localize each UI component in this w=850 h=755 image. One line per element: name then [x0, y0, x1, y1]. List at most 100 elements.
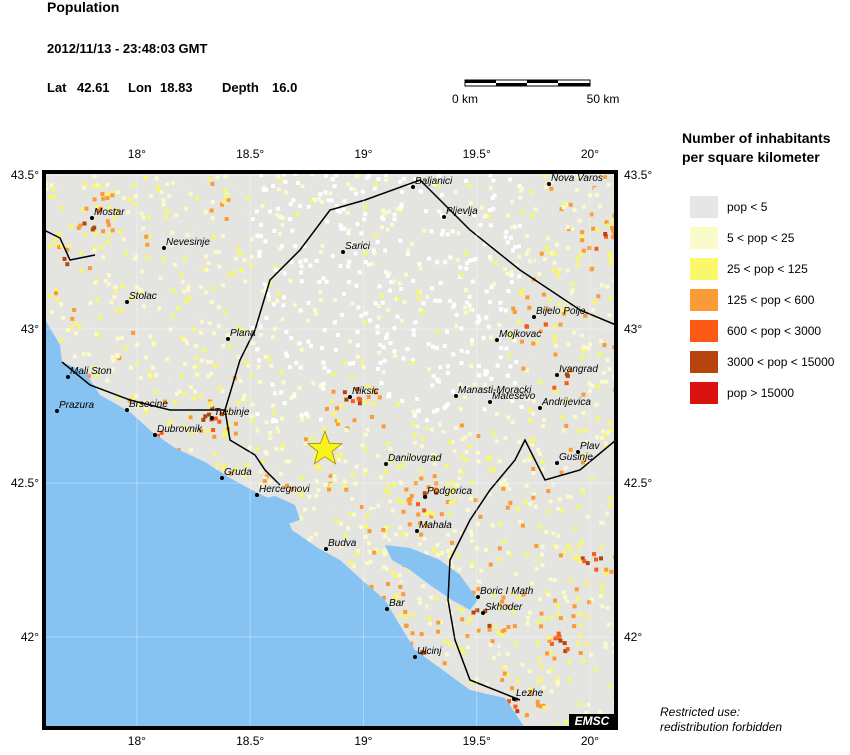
population-cell — [101, 196, 106, 201]
population-cell — [530, 214, 535, 219]
population-cell — [568, 447, 573, 452]
population-cell — [365, 175, 370, 180]
population-cell — [341, 207, 346, 212]
population-cell — [525, 295, 530, 300]
population-cell — [419, 176, 423, 180]
population-cell — [238, 378, 243, 383]
population-cell — [546, 509, 551, 514]
population-cell — [491, 430, 496, 435]
population-cell — [321, 360, 326, 365]
population-cell — [359, 313, 364, 318]
population-cell — [311, 506, 316, 511]
population-cell — [106, 192, 111, 197]
city-dot — [55, 409, 59, 413]
population-cell — [579, 307, 584, 312]
population-cell — [281, 380, 286, 385]
population-cell — [113, 288, 118, 293]
city-label: Dubrovnik — [157, 424, 203, 435]
population-cell — [529, 691, 534, 696]
population-cell — [105, 196, 110, 200]
population-cell — [592, 299, 597, 304]
population-cell — [536, 620, 541, 625]
population-cell — [424, 604, 429, 609]
population-cell — [304, 437, 308, 442]
population-cell — [159, 179, 164, 183]
population-cell — [476, 450, 480, 455]
population-cell — [409, 493, 414, 498]
population-cell — [417, 542, 422, 547]
population-cell — [556, 533, 561, 538]
population-cell — [373, 301, 378, 306]
population-cell — [558, 553, 563, 558]
population-cell — [517, 254, 522, 259]
population-cell — [559, 508, 564, 513]
population-cell — [421, 426, 426, 431]
population-cell — [225, 433, 230, 438]
population-cell — [526, 603, 531, 608]
scale-end: 50 km — [587, 92, 620, 106]
population-cell — [557, 269, 562, 274]
population-cell — [537, 272, 542, 277]
population-cell — [448, 501, 453, 505]
population-cell — [314, 258, 319, 263]
population-cell — [550, 667, 554, 672]
population-cell — [580, 356, 585, 360]
population-cell — [289, 260, 294, 265]
population-cell — [72, 308, 77, 312]
population-cell — [489, 376, 494, 381]
population-cell — [216, 305, 221, 309]
population-cell — [108, 242, 113, 247]
population-cell — [439, 423, 444, 428]
population-cell — [540, 563, 545, 568]
population-cell — [183, 425, 188, 430]
population-cell — [182, 391, 187, 396]
population-cell — [508, 500, 513, 505]
population-cell — [471, 590, 476, 595]
population-cell — [512, 224, 517, 229]
population-cell — [563, 326, 568, 330]
population-cell — [179, 389, 184, 394]
population-cell — [259, 234, 263, 239]
population-cell — [488, 642, 493, 647]
population-cell — [454, 313, 459, 317]
population-cell — [293, 244, 298, 249]
population-cell — [531, 354, 536, 359]
population-cell — [446, 364, 450, 369]
city-label: Mostar — [94, 207, 125, 218]
population-cell — [399, 438, 404, 443]
population-cell — [598, 352, 602, 356]
population-cell — [530, 581, 534, 586]
population-cell — [567, 678, 572, 682]
population-cell — [572, 415, 577, 419]
population-cell — [387, 452, 392, 457]
population-cell — [392, 349, 397, 354]
city-label: Manasti-Moracki — [458, 385, 532, 396]
population-cell — [62, 256, 67, 261]
population-cell — [260, 204, 265, 208]
population-cell — [435, 329, 440, 334]
lon-label: Lon — [128, 80, 152, 95]
population-cell — [609, 684, 614, 689]
population-cell — [326, 369, 331, 374]
population-cell — [165, 357, 170, 362]
population-cell — [88, 300, 93, 305]
population-cell — [198, 331, 203, 335]
population-cell — [552, 656, 557, 661]
population-cell — [115, 394, 120, 399]
population-cell — [545, 651, 550, 656]
city-label: Gruda — [224, 467, 252, 478]
population-cell — [213, 452, 217, 457]
population-cell — [498, 355, 503, 360]
lon-tick-label: 19.5° — [463, 734, 491, 748]
population-cell — [292, 394, 297, 399]
population-cell — [596, 294, 601, 299]
population-cell — [131, 251, 136, 256]
population-cell — [227, 333, 232, 338]
population-cell — [530, 411, 535, 416]
population-cell — [442, 661, 447, 666]
population-cell — [450, 656, 454, 661]
population-cell — [179, 374, 184, 379]
legend-swatch — [690, 351, 718, 373]
population-cell — [241, 396, 246, 401]
